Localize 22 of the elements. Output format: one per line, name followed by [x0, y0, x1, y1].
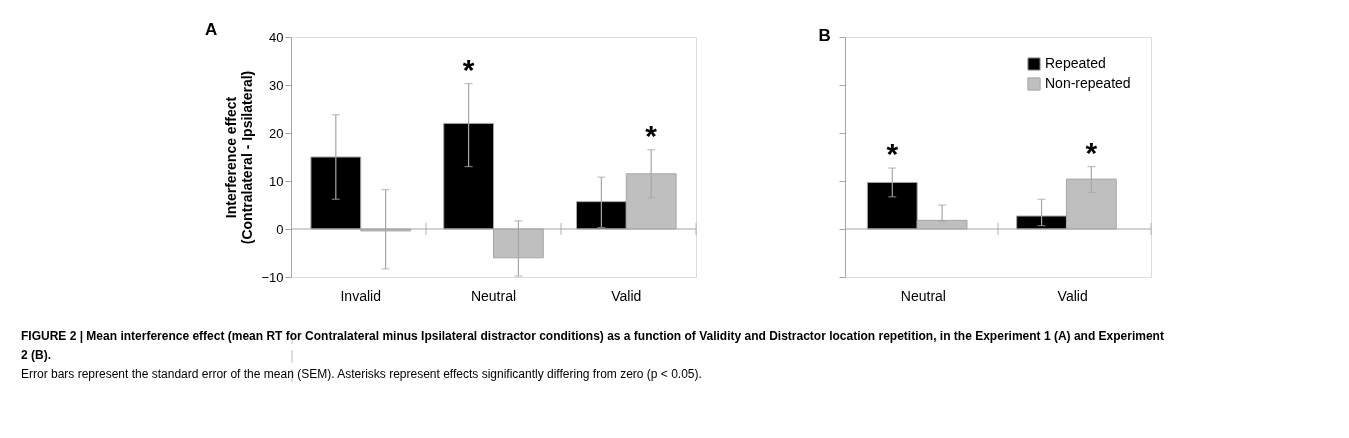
- caption: FIGURE 2 | Mean interference effect (mean RT for Contralateral minus Ipsilateral distractor conditions) as a function of Validity and Distractor location repetition, in the Experiment 1 (A) and Experiment 2 (B).: [21, 329, 1164, 362]
- chart-title: B: [818, 25, 831, 45]
- data-label: *: [645, 118, 658, 152]
- data-label: *: [886, 137, 899, 171]
- x-tick-label: Valid: [1057, 287, 1088, 304]
- x-tick-label: Valid: [611, 287, 642, 304]
- y-tick-label: 30: [269, 77, 284, 93]
- chart-title: A: [204, 20, 218, 39]
- y-tick-label: 10: [269, 173, 284, 189]
- y-tick-label: 40: [269, 29, 284, 45]
- x-tick-label: Neutral: [900, 287, 946, 304]
- y-tick-label: −10: [261, 269, 284, 285]
- legend-label: Non-repeated: [1045, 75, 1131, 91]
- data-label: *: [462, 52, 475, 86]
- y-tick-label: 20: [269, 125, 284, 141]
- x-tick-label: Neutral: [470, 287, 517, 304]
- data-label: *: [1085, 135, 1098, 169]
- x-tick-label: Invalid: [340, 287, 381, 304]
- legend-label: Repeated: [1045, 55, 1106, 71]
- y-axis-title: Interference effect (Contralateral - Ipsilateral): [223, 70, 256, 245]
- text: Error bars represent the standard error of the mean (SEM). Asterisks represent effects significantly differing from zero (p < 0.05).: [21, 367, 702, 381]
- y-tick-label: 0: [276, 221, 284, 237]
